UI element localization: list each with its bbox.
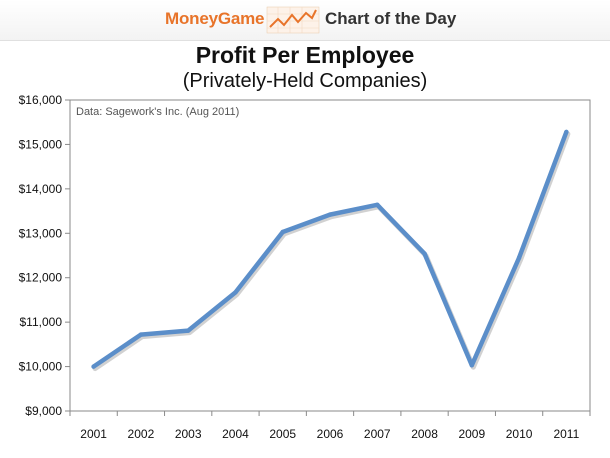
data-point (516, 255, 522, 260)
data-point (327, 212, 333, 217)
x-tick-label: 2003 (175, 427, 202, 441)
x-tick-label: 2002 (128, 427, 155, 441)
data-point (375, 202, 380, 208)
chart-axes (69, 99, 591, 412)
y-tick-label: $15,000 (19, 137, 63, 151)
plot-frame (69, 99, 591, 412)
x-tick-label: 2005 (269, 427, 296, 441)
header-banner: MoneyGame Chart of the Day (0, 0, 610, 41)
data-point (91, 364, 96, 369)
data-point (185, 328, 191, 333)
y-tick-label: $13,000 (19, 226, 63, 240)
section-title: Chart of the Day (325, 9, 457, 28)
x-tick-label: 2010 (506, 427, 533, 441)
chart-subtitle: (Privately-Held Companies) (182, 70, 428, 92)
data-point (280, 229, 285, 235)
data-source-note: Data: Sagework's Inc. (Aug 2011) (76, 106, 239, 118)
y-tick-label: $11,000 (20, 315, 63, 329)
x-tick-label: 2008 (411, 427, 438, 441)
x-tick-label: 2001 (80, 427, 107, 441)
y-tick-label: $14,000 (19, 182, 63, 196)
series-line (91, 129, 569, 369)
y-tick-label: $16,000 (19, 93, 63, 107)
x-tick-label: 2011 (553, 427, 579, 441)
y-tick-label: $10,000 (19, 360, 63, 374)
data-point (138, 332, 144, 337)
x-axis-ticks: 2001 2002 2003 2004 2005 2006 2007 2008 2009 2010… (69, 411, 591, 441)
x-tick-label: 2009 (458, 427, 485, 441)
data-point (233, 290, 238, 295)
x-tick-label: 2007 (364, 427, 391, 441)
x-tick-label: 2004 (222, 427, 249, 441)
y-tick-label: $9,000 (25, 404, 62, 418)
y-tick-label: $12,000 (19, 271, 63, 285)
data-point (469, 363, 475, 368)
brand-name: MoneyGame (165, 9, 265, 28)
data-point (564, 129, 569, 135)
y-axis-ticks: $9,000 $10,000 $11,000 $12,000 $13,000 $14,00… (19, 93, 70, 418)
rising-chart-icon (266, 6, 320, 34)
series-group (91, 129, 571, 372)
x-tick-label: 2006 (317, 427, 344, 441)
chart-title: Profit Per Employee (195, 42, 415, 68)
data-point (422, 251, 427, 256)
